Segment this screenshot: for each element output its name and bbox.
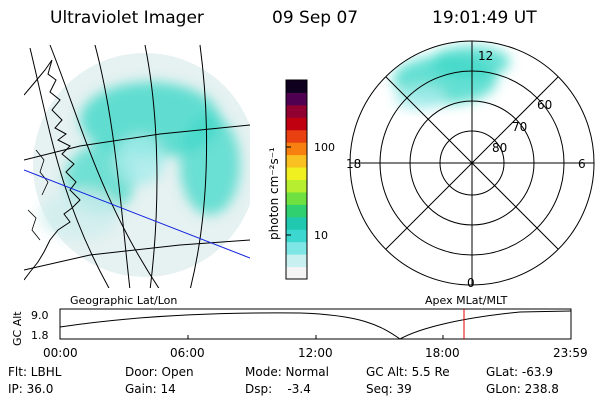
mlt-label-12: 12	[478, 49, 493, 63]
dsp-info: Dsp: -3.4	[245, 382, 311, 396]
colorbar-unit-label: photon cm⁻²s⁻¹	[267, 147, 281, 240]
time-tick: 00:00	[43, 346, 78, 360]
colorbar	[286, 80, 307, 280]
gc-alt-info: GC Alt: 5.5 Re	[366, 365, 450, 379]
geographic-map	[24, 44, 250, 288]
grid-line	[49, 44, 160, 288]
time-tick: 18:00	[425, 346, 460, 360]
mlt-label-6: 6	[578, 157, 586, 171]
colorbar-segment	[286, 129, 307, 143]
colorbar-segment	[286, 216, 307, 230]
colorbar-segment	[286, 167, 307, 180]
lat-label-80: 80	[492, 141, 507, 155]
terminator-line	[24, 169, 250, 259]
lat-label-60: 60	[537, 98, 552, 112]
time-tick: 12:00	[298, 346, 333, 360]
alt-ytick-low: 1.8	[31, 329, 49, 342]
emission-region	[40, 82, 240, 240]
alt-axis-label: GC Alt	[11, 311, 24, 346]
colorbar-segment	[286, 154, 307, 168]
coastline	[24, 59, 81, 281]
filter-info: Flt: LBHL	[8, 365, 62, 379]
colorbar-tick-100: 100	[314, 141, 335, 154]
colorbar-segment	[286, 254, 307, 268]
colorbar-segment	[286, 117, 307, 131]
gain-info: Gain: 14	[125, 382, 176, 396]
ip-info: IP: 36.0	[8, 382, 54, 396]
colorbar-frame	[285, 79, 308, 280]
colorbar-segment	[286, 266, 307, 280]
colorbar-segment	[286, 241, 307, 255]
instrument-title: Ultraviolet Imager	[50, 8, 204, 28]
time-tick: 23:59	[553, 346, 588, 360]
colorbar-segment	[286, 142, 307, 156]
door-info: Door: Open	[125, 365, 194, 379]
polar-plot-caption: Apex MLat/MLT	[425, 294, 508, 307]
time-tick: 06:00	[170, 346, 205, 360]
colorbar-segment	[286, 191, 307, 205]
seq-info: Seq: 39	[366, 382, 412, 396]
mlt-label-0: 0	[467, 276, 475, 290]
colorbar-segment	[286, 80, 307, 93]
alt-ytick-high: 9.0	[31, 309, 49, 322]
time-label: 19:01:49 UT	[432, 8, 537, 28]
mlt-label-18: 18	[346, 157, 361, 171]
polar-diagonal	[385, 76, 559, 250]
mode-info: Mode: Normal	[245, 365, 329, 379]
alt-curve	[59, 310, 572, 340]
colorbar-tick-10: 10	[314, 229, 328, 242]
altitude-strip: GC Alt 9.0 1.8 00:00 06:00 12:00 18:00 2…	[11, 308, 588, 360]
date-label: 09 Sep 07	[272, 8, 359, 28]
polar-plot: 12 18 6 0 60 70 80	[346, 40, 595, 290]
glat-info: GLat: -63.9	[486, 365, 553, 379]
colorbar-segment	[286, 179, 307, 193]
geo-map-caption: Geographic Lat/Lon	[70, 294, 177, 307]
glon-info: GLon: 238.8	[486, 382, 559, 396]
colorbar-segment	[286, 104, 307, 118]
polar-emission	[393, 46, 510, 110]
colorbar-segment	[286, 92, 307, 106]
lat-label-70: 70	[512, 120, 527, 134]
colorbar-segment	[286, 204, 307, 218]
colorbar-segment	[286, 229, 307, 243]
